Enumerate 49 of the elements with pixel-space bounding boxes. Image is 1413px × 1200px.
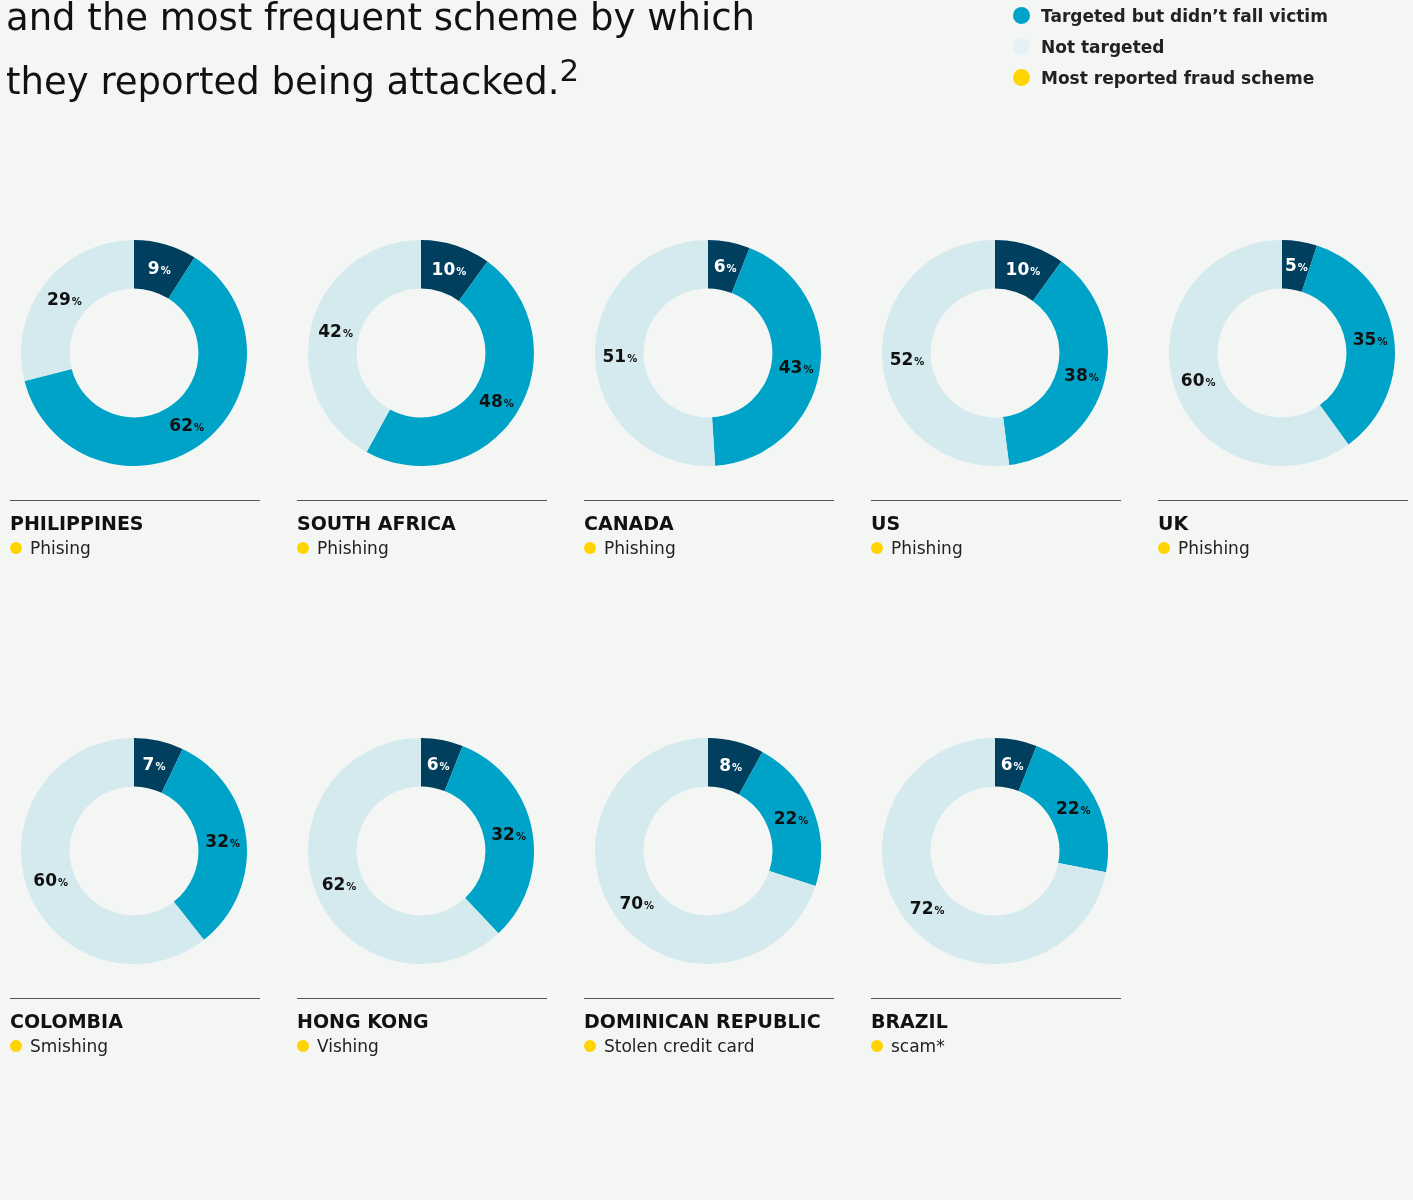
- legend-label: Targeted but didn’t fall victim: [1041, 5, 1328, 26]
- data-label: 10%: [431, 258, 467, 279]
- text: CANADA: [584, 512, 674, 534]
- text: BRAZIL: [871, 1010, 948, 1032]
- text: UK: [1158, 512, 1189, 534]
- text: DOMINICAN REPUBLIC: [584, 1010, 821, 1032]
- text: scam*: [891, 1036, 945, 1056]
- data-label: 42%: [318, 320, 353, 341]
- data-label: 38%: [1064, 365, 1099, 386]
- data-label: 62%: [169, 414, 204, 435]
- text: and the most frequent scheme by which they reported being attacked.$^{2}$: [6, 0, 756, 106]
- data-label: 9%: [147, 257, 171, 278]
- data-label: 10%: [1005, 258, 1041, 279]
- legend-label: Most reported fraud scheme: [1041, 67, 1315, 88]
- text: US: [871, 512, 901, 534]
- data-label: 22%: [773, 808, 809, 829]
- data-label: 48%: [479, 390, 514, 411]
- data-label: 72%: [909, 897, 945, 918]
- text: Phishing: [891, 538, 963, 558]
- text: Vishing: [317, 1036, 379, 1056]
- text: Phishing: [317, 538, 389, 558]
- data-label: 43%: [778, 356, 814, 377]
- data-label: 22%: [1055, 798, 1091, 819]
- text: Phising: [30, 538, 91, 558]
- data-label: 6%: [426, 753, 450, 774]
- text: SOUTH AFRICA: [297, 512, 456, 534]
- legend-label: Not targeted: [1041, 36, 1165, 57]
- data-label: 29%: [47, 288, 82, 309]
- text: COLOMBIA: [10, 1010, 123, 1032]
- text: Phishing: [604, 538, 676, 558]
- data-label: 51%: [602, 345, 638, 366]
- text: PHILIPPINES: [10, 512, 144, 534]
- text: Smishing: [30, 1036, 108, 1056]
- data-label: 6%: [713, 255, 737, 276]
- data-label: 35%: [1352, 329, 1388, 350]
- text: Phishing: [1178, 538, 1250, 558]
- data-label: 7%: [142, 754, 166, 775]
- data-label: 62%: [321, 873, 357, 894]
- data-label: 70%: [619, 893, 655, 914]
- text: HONG KONG: [297, 1010, 429, 1032]
- data-label: 60%: [33, 870, 69, 891]
- data-label: 6%: [1000, 753, 1024, 774]
- data-label: 32%: [205, 831, 241, 852]
- data-label: 5%: [1284, 255, 1308, 276]
- text: Stolen credit card: [604, 1036, 755, 1056]
- data-label: 52%: [889, 348, 925, 369]
- data-label: 8%: [719, 755, 742, 776]
- data-label: 32%: [491, 824, 526, 845]
- data-label: 60%: [1180, 370, 1216, 391]
